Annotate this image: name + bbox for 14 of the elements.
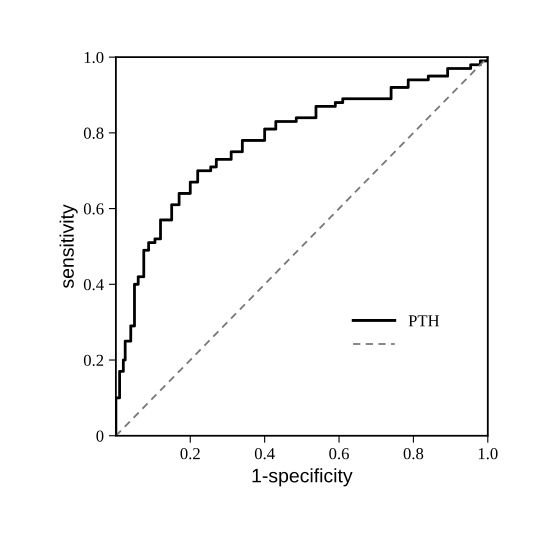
x-tick-label: 0.4: [254, 448, 275, 460]
x-tick-label: 0.2: [180, 448, 200, 460]
y-tick-label: 0.6: [84, 203, 104, 215]
x-axis-title: 1-specificity: [252, 468, 353, 486]
y-tick-label: 0: [96, 430, 104, 442]
x-tick-label: 0.8: [404, 448, 424, 460]
y-tick-label: 0.8: [84, 128, 104, 139]
y-axis-title: sensitivity: [60, 204, 78, 288]
y-tick-label: 0.4: [84, 279, 104, 290]
legend-label: PTH: [408, 315, 440, 326]
x-tick-label: 0.6: [329, 448, 349, 460]
y-tick-label: 0.2: [84, 354, 104, 366]
x-tick-label: 1.0: [478, 448, 498, 460]
y-tick-label: 1.0: [84, 52, 104, 64]
